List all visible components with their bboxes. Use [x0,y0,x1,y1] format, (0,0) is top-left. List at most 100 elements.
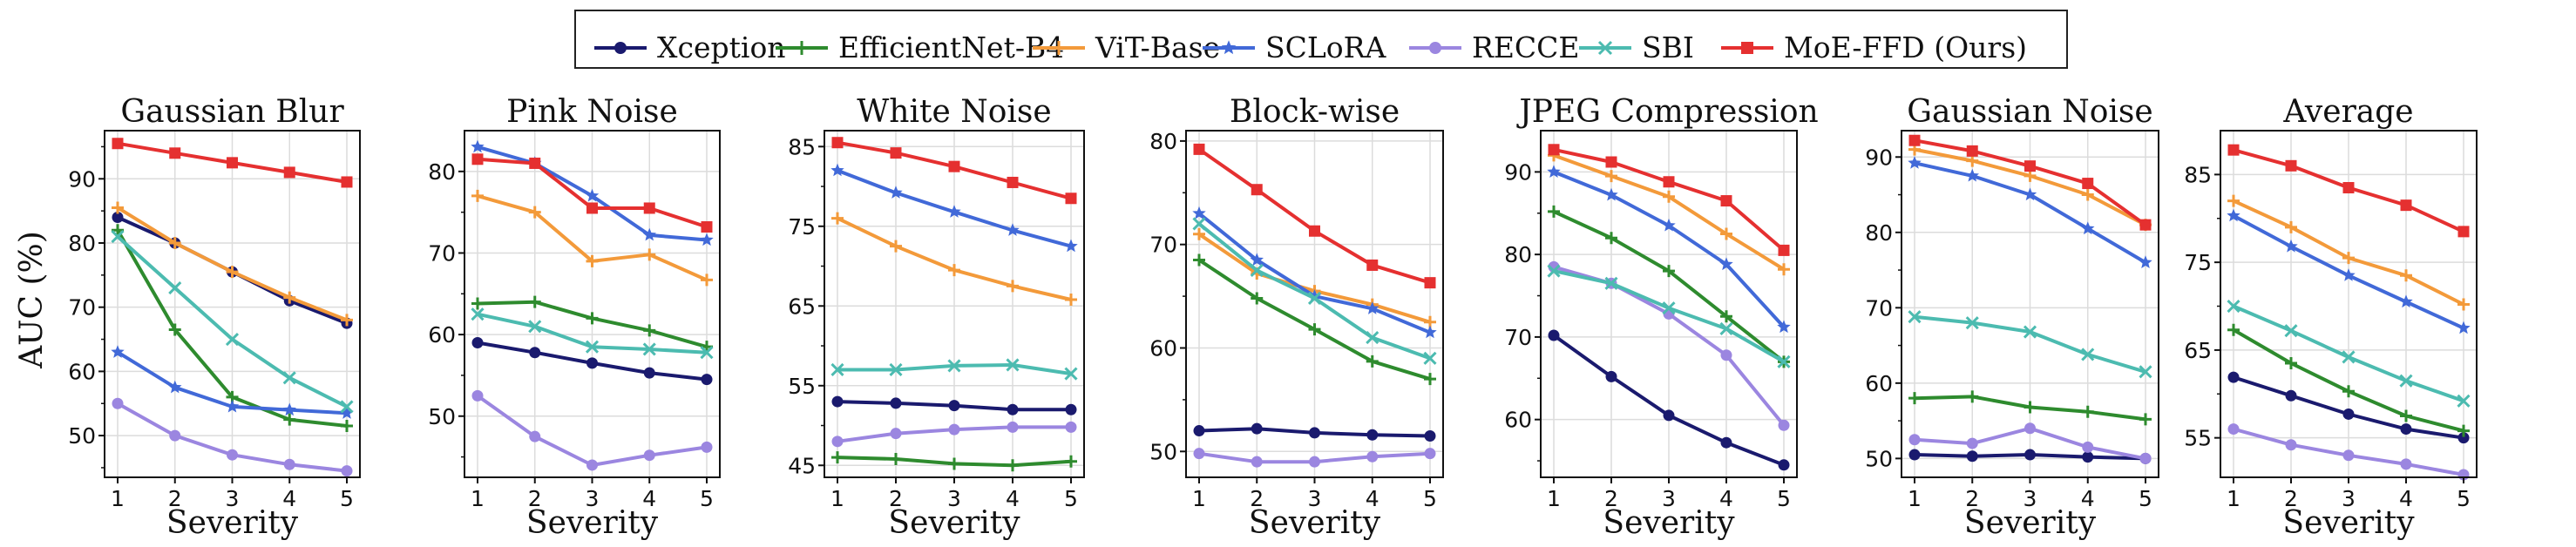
x-axis-label: Severity [2282,505,2415,541]
data-point-recce [1720,349,1732,361]
panel-average-series-xception [2227,371,2470,444]
data-point-sclora [889,186,903,199]
data-point-sbi [2457,394,2471,408]
x-tick-label: 2 [2284,486,2298,511]
x-tick-label: 4 [2399,486,2413,511]
data-point-recce [1366,450,1379,463]
data-point-moe-ffd-ours [701,221,713,233]
data-point-xception [1193,425,1205,437]
x-tick-label: 3 [1662,486,1676,511]
data-point-xception [1251,422,1263,435]
panel-title: Block-wise [1230,94,1400,130]
data-point-sbi [1250,263,1264,277]
data-point-sclora [225,399,240,413]
data-point-efficientnet-b4 [1424,373,1436,386]
panel-jpeg-compression-series-sbi [1547,264,1791,368]
data-point-moe-ffd-ours [1605,156,1617,168]
data-point-sbi [947,359,961,373]
data-point-recce [283,458,295,470]
x-tick-label: 2 [1965,486,1979,511]
data-point-efficientnet-b4 [2285,357,2297,370]
data-point-efficientnet-b4 [890,452,902,465]
data-point-xception [1720,436,1732,449]
data-point-efficientnet-b4 [2081,405,2094,418]
legend-item-sclora: SCLoRA [1203,30,1386,64]
data-point-moe-ffd-ours [1663,176,1675,188]
panel-pink-noise-series-efficientnet-b4 [471,295,713,354]
data-point-xception [2400,423,2412,436]
y-tick-label: 70 [1504,325,1532,350]
data-point-efficientnet-b4 [168,323,181,336]
data-point-sclora [2081,221,2095,235]
y-tick-label: 50 [428,404,456,429]
data-point-vit-base [528,206,541,219]
x-axis-label: Severity [888,505,1020,541]
data-point-recce [643,449,655,462]
x-tick-label: 1 [111,486,125,511]
data-point-sclora [2457,321,2471,334]
panel-white-noise-series-moe-ffd-ours [831,137,1077,205]
data-point-moe-ffd-ours [586,202,598,214]
panel-pink-noise-series-moe-ffd-ours [471,153,713,233]
data-point-xception [1605,370,1617,382]
data-point-sbi [168,281,182,295]
panel-title: Average [2282,94,2413,130]
x-tick-label: 5 [700,486,714,511]
data-point-sbi [1662,301,1676,315]
x-tick-label: 1 [830,486,844,511]
panel-pink-noise-series-recce [471,389,713,471]
data-point-vit-base [643,248,656,261]
data-point-sclora [282,402,296,416]
panel-gaussian-noise: 50 60 70 80 90 1 2 3 4 5 Gaussian Noise Severity [1865,94,2159,541]
x-tick-label: 4 [642,486,656,511]
data-point-efficientnet-b4 [2227,323,2240,336]
data-point-vit-base [1605,170,1617,183]
y-axis-label: AUC (%) [14,231,50,369]
y-tick-label: 75 [788,214,816,240]
panel-pink-noise-series-sbi [471,307,714,360]
x-axis-label: Severity [1249,505,1381,541]
y-tick-label: 60 [1504,408,1532,433]
data-point-xception [2342,408,2355,420]
panel-gaussian-noise-series-xception [1908,449,2152,464]
data-point-sbi [1064,367,1078,381]
y-tick-label: 65 [2184,338,2212,363]
data-point-vit-base [2024,169,2037,182]
data-point-moe-ffd-ours [890,147,902,159]
data-point-efficientnet-b4 [1007,459,1019,472]
x-axis-label: Severity [166,505,299,541]
data-point-xception [1908,449,1921,461]
data-point-xception [1065,403,1077,415]
data-point-xception [643,367,655,379]
x-tick-label: 1 [1192,486,1206,511]
data-point-vit-base [168,236,181,249]
panel-jpeg-compression-series-vit-base [1548,149,1790,276]
data-point-efficientnet-b4 [1065,455,1077,468]
panel-jpeg-compression-series-sclora [1547,165,1791,334]
y-tick-label: 80 [1149,129,1177,154]
data-point-sclora [2139,255,2152,268]
data-point-efficientnet-b4 [2457,424,2470,437]
legend-label-recce: RECCE [1472,30,1580,64]
y-tick-label: 60 [1865,371,1893,396]
data-point-vit-base [2400,269,2412,282]
data-point-sclora [1192,206,1206,219]
data-point-moe-ffd-ours [1908,134,1921,146]
data-point-xception [948,400,960,412]
data-point-sclora [340,406,354,419]
panel-jpeg-compression-series-moe-ffd-ours [1548,144,1790,256]
x-tick-label: 3 [2342,486,2356,511]
panel-jpeg-compression-series-xception [1548,329,1790,471]
data-point-moe-ffd-ours [529,157,541,169]
data-point-efficientnet-b4 [1966,390,1979,403]
y-tick-label: 60 [1149,335,1177,361]
data-point-efficientnet-b4 [1908,392,1921,405]
legend-label-sbi: SBI [1642,30,1694,64]
data-point-efficientnet-b4 [1720,310,1732,323]
data-point-sbi [1006,358,1020,372]
data-point-moe-ffd-ours [1966,145,1978,157]
panel-average-series-sclora [2227,208,2471,334]
data-point-sbi [1719,321,1733,335]
data-point-sbi [1423,351,1437,365]
